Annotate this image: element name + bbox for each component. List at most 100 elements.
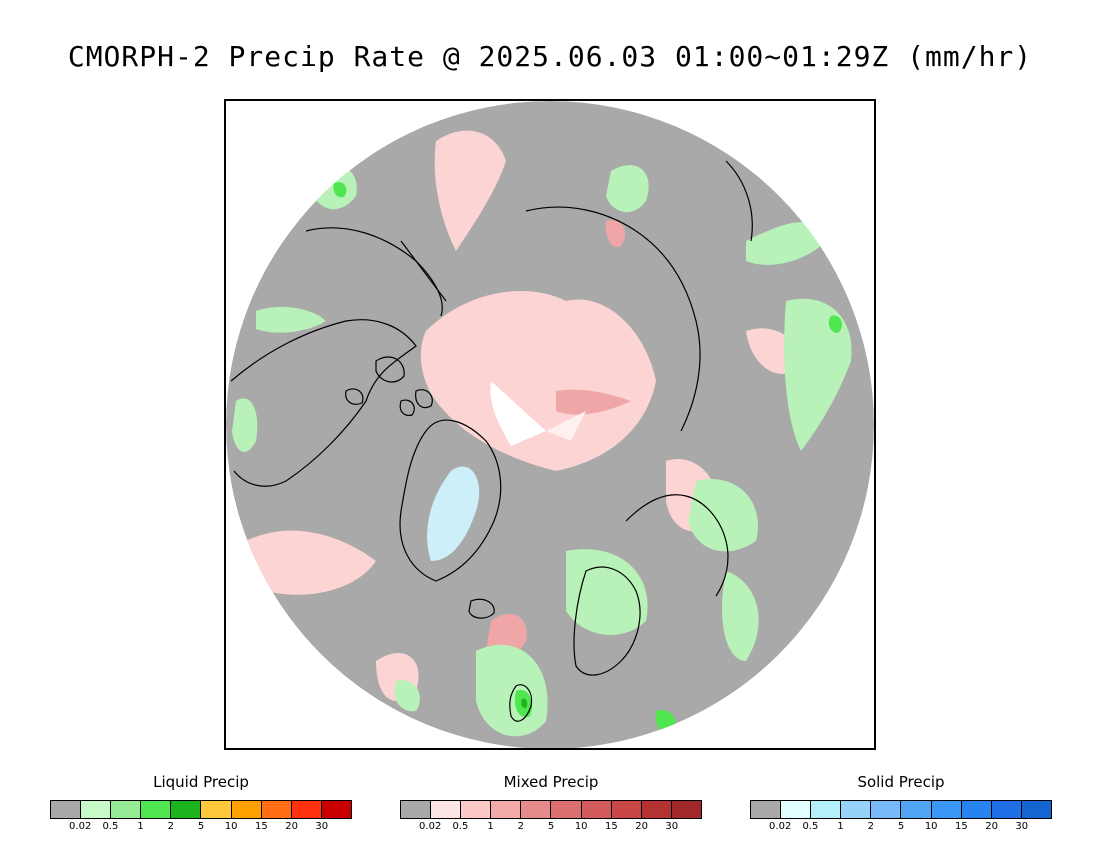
legend-tick-label: 10 <box>574 821 588 832</box>
liquid-precip-area <box>606 165 649 213</box>
legend-ticks: 0.02 0.5 1 2 5 10 15 20 30 <box>400 819 702 833</box>
legend-swatch <box>641 801 672 818</box>
legend-tick-label: 15 <box>955 821 968 832</box>
coastline-scandinavia <box>573 566 641 676</box>
liquid-precip-area <box>722 571 759 661</box>
liquid-precip-area <box>333 182 347 198</box>
legend-swatch <box>261 801 292 818</box>
legend-tick-label: 2 <box>517 821 524 832</box>
coastline-greenland <box>399 419 502 582</box>
legend-swatch <box>321 801 351 818</box>
legend-tick-label: 0.02 <box>769 821 792 832</box>
liquid-precip-area <box>688 479 758 552</box>
legend-ticks: 0.02 0.5 1 2 5 10 15 20 30 <box>50 819 352 833</box>
border-line <box>400 240 447 302</box>
polar-precip-map <box>226 101 874 748</box>
legend-tick-label: 1 <box>137 821 144 832</box>
legend-swatch <box>871 801 902 818</box>
legend-tick-label: 0.5 <box>102 821 119 832</box>
legend-swatch <box>841 801 872 818</box>
legend-swatch <box>291 801 322 818</box>
liquid-precip-area <box>521 698 528 709</box>
coastline-arctic-islands <box>345 356 433 416</box>
solid-precip-area <box>427 466 480 561</box>
legend-swatch <box>231 801 262 818</box>
legend-swatch <box>1021 801 1051 818</box>
liquid-precip-area <box>828 315 842 333</box>
mixed-precip-area <box>420 291 656 471</box>
legend-swatch <box>141 801 172 818</box>
legend-swatch <box>581 801 612 818</box>
legend-swatch <box>201 801 232 818</box>
legend-swatch <box>521 801 552 818</box>
liquid-precip-area <box>256 306 326 333</box>
mixed-precip-legend: Mixed Precip 0.02 0.5 1 2 5 10 15 20 30 <box>400 772 702 833</box>
legend-swatch <box>931 801 962 818</box>
pole-data-gap <box>490 381 546 446</box>
legend-tick-label: 0.5 <box>452 821 469 832</box>
legend-tick-label: 5 <box>547 821 555 832</box>
legend-tick-label: 2 <box>867 821 874 832</box>
legend-color-bar <box>50 800 352 819</box>
precip-layer <box>232 130 852 737</box>
coastline-british-isles <box>509 684 533 722</box>
legend-color-bar <box>400 800 702 819</box>
legend-tick-label: 1 <box>837 821 844 832</box>
legend-tick-label: 20 <box>985 821 998 832</box>
legend-tick-label: 15 <box>255 821 268 832</box>
pole-data-gap <box>546 411 586 441</box>
mixed-precip-area <box>434 130 506 251</box>
legend-tick-label: 30 <box>315 821 329 832</box>
legend-swatch <box>111 801 142 818</box>
legend-swatch <box>611 801 642 818</box>
legend-swatch <box>431 801 462 818</box>
coastline-alaska <box>305 227 443 317</box>
legend-swatch <box>51 801 82 818</box>
coastline-layer <box>230 160 753 722</box>
legend-title: Solid Precip <box>857 773 945 791</box>
legend-tick-label: 2 <box>167 821 174 832</box>
legend-swatch <box>81 801 112 818</box>
legend-tick-label: 10 <box>224 821 238 832</box>
coastline-siberia <box>525 206 701 432</box>
legend-tick-label: 0.02 <box>419 821 442 832</box>
liquid-precip-area <box>784 298 852 451</box>
coastline-iceland <box>468 598 495 619</box>
coastline-kamchatka <box>725 160 753 242</box>
legend-tick-label: 5 <box>897 821 905 832</box>
mixed-precip-area <box>605 220 626 247</box>
legend-tick-label: 10 <box>924 821 938 832</box>
legend-title: Mixed Precip <box>503 773 599 791</box>
legend-tick-label: 15 <box>605 821 618 832</box>
legend-swatch <box>901 801 932 818</box>
legend-swatch <box>171 801 202 818</box>
legend-swatch <box>811 801 842 818</box>
liquid-precip-area <box>746 222 826 265</box>
legend-color-bar <box>750 800 1052 819</box>
legend-title: Liquid Precip <box>153 773 249 791</box>
coastline-eurasia-north <box>625 494 729 597</box>
legend-swatch <box>671 801 701 818</box>
legend-tick-label: 30 <box>665 821 679 832</box>
legend-swatch <box>961 801 992 818</box>
map-title: CMORPH-2 Precip Rate @ 2025.06.03 01:00~… <box>67 40 1033 73</box>
mixed-precip-area <box>556 389 631 415</box>
legend-swatch <box>781 801 812 818</box>
liquid-precip-area <box>394 680 420 712</box>
legend-tick-label: 20 <box>635 821 648 832</box>
legend-tick-label: 0.02 <box>69 821 92 832</box>
liquid-precip-legend: Liquid Precip 0.02 0.5 1 2 5 10 15 20 30 <box>50 772 352 833</box>
solid-precip-legend: Solid Precip 0.02 0.5 1 2 5 10 15 20 30 <box>750 772 1052 833</box>
mixed-precip-area <box>245 530 376 595</box>
map-frame <box>224 99 876 750</box>
legend-tick-label: 5 <box>197 821 205 832</box>
legend-swatch <box>461 801 492 818</box>
legend-ticks: 0.02 0.5 1 2 5 10 15 20 30 <box>750 819 1052 833</box>
legend-swatch <box>751 801 782 818</box>
legend-swatch <box>491 801 522 818</box>
legend-tick-label: 30 <box>1015 821 1029 832</box>
legend-tick-label: 1 <box>487 821 494 832</box>
liquid-precip-area <box>232 398 258 452</box>
legend-swatch <box>401 801 432 818</box>
legend-swatch <box>991 801 1022 818</box>
